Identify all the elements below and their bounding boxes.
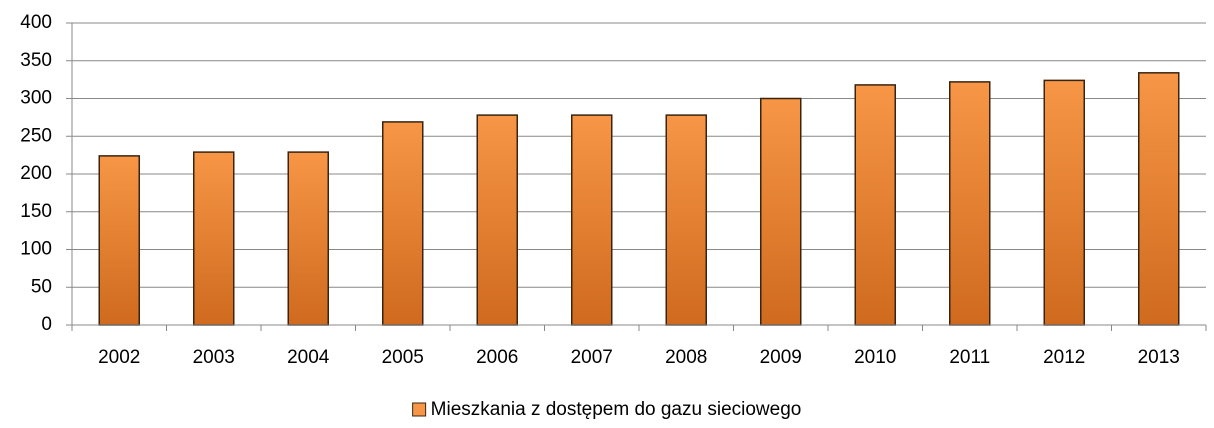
bar [854, 84, 896, 326]
bar [665, 114, 707, 326]
y-tick-label: 100 [20, 239, 52, 260]
y-tick-label: 0 [41, 314, 52, 335]
y-tick-label: 50 [31, 276, 52, 297]
bar [193, 151, 235, 326]
legend-swatch [412, 402, 427, 417]
bar [382, 121, 424, 326]
y-tick-label: 400 [20, 12, 52, 33]
y-tick-label: 300 [20, 88, 52, 109]
x-tick-label: 2004 [287, 347, 330, 368]
bar [287, 151, 329, 326]
x-tick-label: 2011 [949, 347, 990, 368]
bar [949, 81, 991, 326]
x-tick-label: 2003 [193, 347, 235, 368]
y-tick-label: 250 [20, 125, 52, 146]
x-tick-label: 2013 [1138, 347, 1180, 368]
x-tick-label: 2010 [854, 347, 896, 368]
y-tick-label: 150 [20, 201, 52, 222]
bar [1138, 72, 1180, 326]
x-tick-label: 2012 [1043, 347, 1085, 368]
y-tick-label: 200 [20, 163, 52, 184]
bar [760, 97, 802, 326]
bar [1043, 79, 1085, 326]
x-tick-label: 2009 [760, 347, 802, 368]
x-tick-label: 2005 [382, 347, 424, 368]
x-tick-label: 2008 [665, 347, 707, 368]
bar [476, 114, 518, 326]
y-tick-label: 350 [20, 50, 52, 71]
x-tick-label: 2006 [476, 347, 518, 368]
bar [98, 155, 140, 326]
bar [571, 114, 613, 326]
x-tick-label: 2007 [571, 347, 613, 368]
legend-label: Mieszkania z dostępem do gazu sieciowego [431, 399, 802, 420]
x-tick-label: 2002 [98, 347, 140, 368]
